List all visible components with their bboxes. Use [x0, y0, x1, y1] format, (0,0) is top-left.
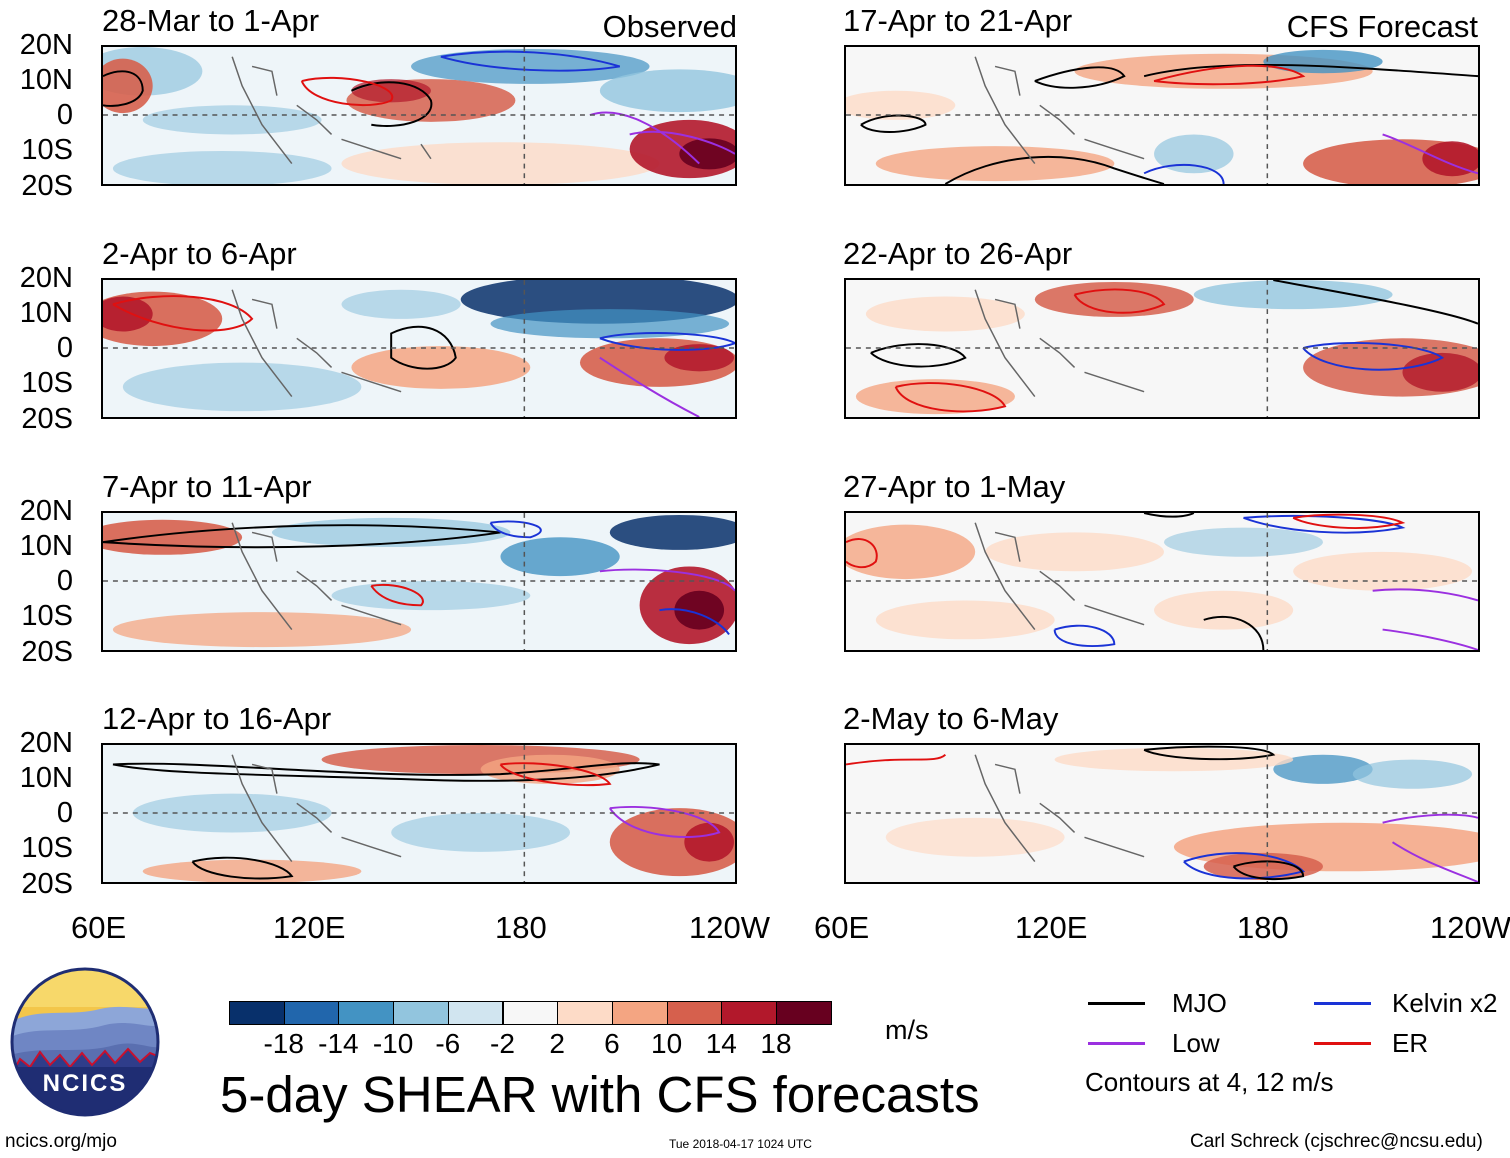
colorbar-swatch	[776, 1001, 832, 1025]
lat-label: 0	[56, 332, 73, 364]
contour-note: Contours at 4, 12 m/s	[1085, 1067, 1334, 1097]
lat-label: 10S	[21, 134, 73, 166]
lon-label: 120W	[689, 910, 770, 945]
shear-map	[844, 511, 1480, 652]
lat-label: 0	[56, 797, 73, 829]
lon-label: 120E	[1015, 910, 1088, 945]
lat-label: 10S	[21, 600, 73, 632]
lat-label: 20N	[19, 495, 73, 527]
legend-label-er: ER	[1392, 1028, 1429, 1058]
shear-map	[101, 45, 737, 186]
colorbar-tick-label: -14	[318, 1028, 359, 1059]
panel-title: 2-Apr to 6-Apr	[102, 236, 297, 271]
lat-label: 20S	[21, 636, 73, 668]
lat-label: 20N	[19, 29, 73, 61]
shear-map	[101, 511, 737, 652]
footer-credit: Carl Schreck (cjschrec@ncsu.edu)	[1190, 1131, 1483, 1152]
colorbar-swatch	[611, 1001, 668, 1025]
colorbar-units: m/s	[885, 1015, 929, 1045]
logo-text: NCICS	[42, 1070, 128, 1097]
panel-title: 22-Apr to 26-Apr	[843, 236, 1073, 271]
lon-label: 120W	[1430, 910, 1510, 945]
panel-title: 2-May to 6-May	[843, 701, 1059, 736]
lat-label: 0	[56, 565, 73, 597]
colorbar-swatch	[447, 1001, 504, 1025]
colorbar-swatch	[502, 1001, 559, 1025]
colorbar-tick-label: 18	[760, 1028, 792, 1059]
colorbar-swatch	[721, 1001, 777, 1025]
lat-label: 20S	[21, 170, 73, 202]
figure-title: 5-day SHEAR with CFS forecasts	[220, 1066, 980, 1123]
panel-title: 12-Apr to 16-Apr	[102, 701, 332, 736]
lat-label: 10N	[19, 762, 73, 794]
lat-label: 10S	[21, 832, 73, 864]
lat-label: 0	[56, 99, 73, 131]
lon-label: 180	[495, 910, 547, 945]
colorbar-tick-label: 10	[651, 1028, 683, 1059]
panel-title: 28-Mar to 1-Apr	[102, 3, 320, 38]
legend-swatch-low	[1088, 1042, 1145, 1045]
panel-title: 27-Apr to 1-May	[843, 469, 1066, 504]
colorbar-swatch	[338, 1001, 395, 1025]
ncics-logo: NCICS	[10, 967, 160, 1117]
legend-label-kelvin: Kelvin x2	[1392, 988, 1498, 1018]
panel-source-tag: CFS Forecast	[1286, 9, 1478, 44]
colorbar-swatch	[666, 1001, 723, 1025]
lat-label: 10N	[19, 297, 73, 329]
lat-label: 20S	[21, 868, 73, 900]
lon-label: 60E	[71, 910, 127, 945]
footer-url: ncics.org/mjo	[5, 1131, 117, 1152]
lon-label: 120E	[273, 910, 346, 945]
colorbar-tick-label: 14	[705, 1028, 737, 1059]
colorbar-swatch	[393, 1001, 449, 1025]
colorbar-tick-label: -10	[372, 1028, 414, 1059]
footer-timestamp: Tue 2018-04-17 1024 UTC	[669, 1137, 812, 1151]
shear-map	[844, 743, 1480, 884]
lat-label: 20S	[21, 403, 73, 435]
shear-map	[844, 45, 1480, 186]
shear-map	[844, 278, 1480, 419]
lat-label: 10N	[19, 530, 73, 562]
colorbar-swatch	[229, 1001, 285, 1025]
colorbar-tick-label: 6	[604, 1028, 620, 1059]
panel-title: 17-Apr to 21-Apr	[843, 3, 1073, 38]
panel-title: 7-Apr to 11-Apr	[102, 469, 312, 504]
colorbar-swatch	[557, 1001, 613, 1025]
lon-label: 60E	[814, 910, 870, 945]
legend-swatch-kelvin	[1314, 1002, 1371, 1005]
colorbar-tick-label: -18	[263, 1028, 304, 1059]
lat-label: 20N	[19, 727, 73, 759]
legend-swatch-mjo	[1088, 1002, 1145, 1005]
shear-map	[101, 278, 737, 419]
lon-label: 180	[1237, 910, 1289, 945]
colorbar-tick-label: -6	[435, 1028, 461, 1059]
colorbar-tick-label: 2	[549, 1028, 565, 1059]
lat-label: 10S	[21, 367, 73, 399]
lat-label: 20N	[19, 262, 73, 294]
colorbar-swatch	[283, 1001, 340, 1025]
legend-label-mjo: MJO	[1172, 988, 1227, 1018]
colorbar-tick-label: -2	[490, 1028, 515, 1059]
panel-source-tag: Observed	[602, 9, 737, 44]
shear-map	[101, 743, 737, 884]
legend-swatch-er	[1314, 1042, 1371, 1045]
lat-label: 10N	[19, 64, 73, 96]
legend-label-low: Low	[1172, 1028, 1220, 1058]
